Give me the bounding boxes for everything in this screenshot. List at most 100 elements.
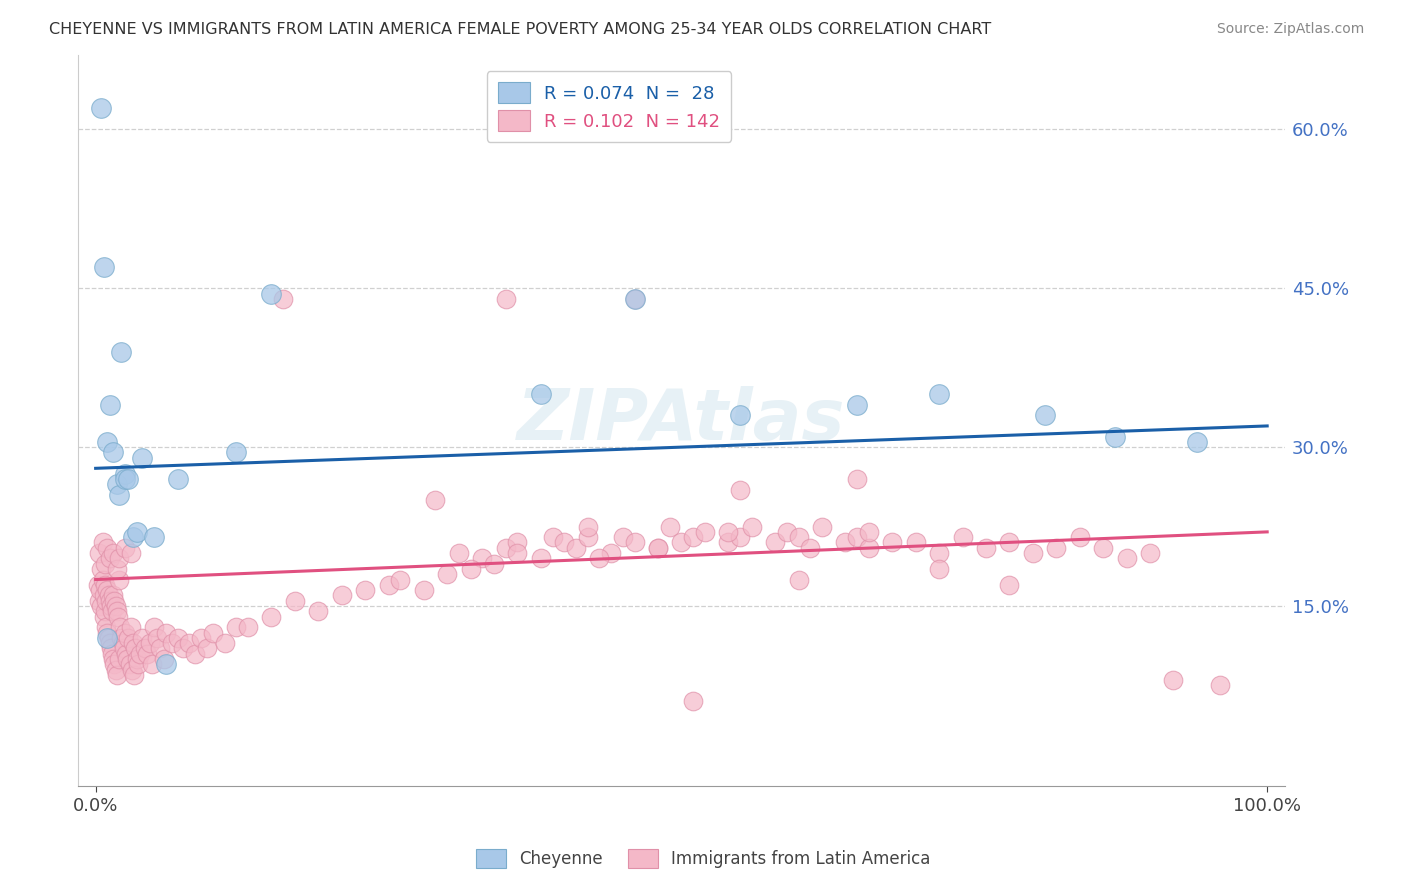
Point [846,472,869,486]
Point [389,573,412,587]
Point [530,387,553,401]
Text: Source: ZipAtlas.com: Source: ZipAtlas.com [1216,22,1364,37]
Point [110,631,132,645]
Point [354,583,377,598]
Point [98,398,121,412]
Point [94,557,117,571]
Point [103,652,125,666]
Point [96,631,118,645]
Point [1104,429,1126,443]
Point [94,604,117,618]
Point [103,657,125,672]
Point [565,541,588,555]
Point [763,535,786,549]
Point [447,546,470,560]
Point [124,668,146,682]
Point [846,530,869,544]
Point [799,541,821,555]
Point [623,292,645,306]
Point [482,557,505,571]
Point [904,535,927,549]
Point [91,535,114,549]
Point [155,625,177,640]
Point [495,292,517,306]
Point [998,535,1021,549]
Point [1185,434,1208,449]
Point [225,445,247,459]
Point [260,286,283,301]
Point [155,657,177,672]
Point [134,641,156,656]
Point [214,636,236,650]
Point [201,625,224,640]
Point [101,604,124,618]
Point [103,593,125,607]
Point [834,535,856,549]
Point [928,546,950,560]
Point [858,524,880,539]
Point [89,583,111,598]
Point [108,652,131,666]
Point [98,593,121,607]
Point [588,551,610,566]
Point [330,589,353,603]
Point [104,663,127,677]
Point [117,652,139,666]
Point [114,541,136,555]
Point [623,535,645,549]
Point [149,641,172,656]
Point [260,609,283,624]
Point [693,524,716,539]
Point [108,488,131,502]
Point [1022,546,1045,560]
Point [928,387,950,401]
Point [96,593,118,607]
Point [122,636,145,650]
Point [105,668,128,682]
Point [377,578,399,592]
Point [91,573,114,587]
Point [98,551,121,566]
Point [124,641,146,656]
Point [576,519,599,533]
Point [103,546,125,560]
Point [506,546,529,560]
Point [93,260,115,274]
Point [412,583,434,598]
Point [122,530,145,544]
Point [105,562,128,576]
Point [658,519,681,533]
Point [1209,678,1232,692]
Point [120,620,142,634]
Point [471,551,494,566]
Point [184,647,207,661]
Point [138,636,160,650]
Point [100,641,122,656]
Point [125,524,148,539]
Point [307,604,329,618]
Point [131,631,153,645]
Point [90,599,112,613]
Point [93,589,115,603]
Point [682,530,704,544]
Point [143,620,166,634]
Point [166,631,188,645]
Point [114,625,136,640]
Point [846,398,869,412]
Point [787,573,810,587]
Point [89,593,111,607]
Point [129,647,152,661]
Point [728,483,751,497]
Point [998,578,1021,592]
Point [1163,673,1185,688]
Point [127,657,149,672]
Point [1115,551,1137,566]
Point [125,652,148,666]
Point [111,636,134,650]
Point [90,101,112,115]
Text: ZIPAtlas: ZIPAtlas [517,386,845,455]
Point [143,530,166,544]
Point [117,631,139,645]
Point [928,562,950,576]
Point [145,631,167,645]
